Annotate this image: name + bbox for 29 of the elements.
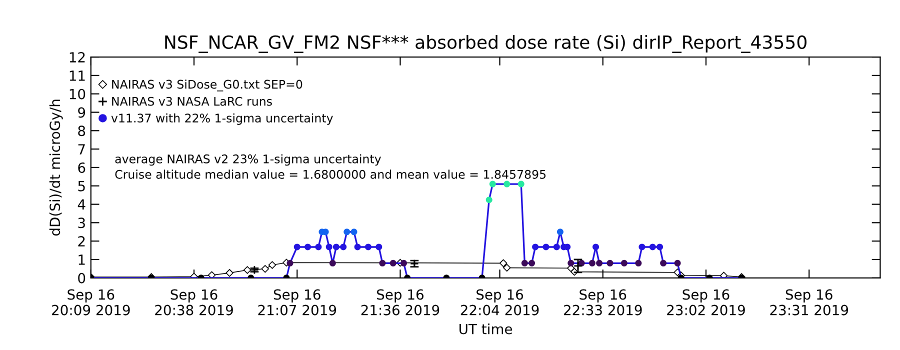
legend-label: NAIRAS v3 NASA LaRC runs	[112, 96, 272, 106]
x-tick-label: Sep 16 20:38 2019	[155, 289, 233, 316]
x-tick-label: Sep 16 23:31 2019	[770, 289, 848, 316]
y-tick-label: 4	[78, 199, 86, 210]
y-tick-label: 3	[78, 218, 85, 228]
legend-label: v11.37 with 22% 1-sigma uncertainty	[111, 113, 333, 125]
x-axis-title: UT time	[460, 324, 512, 334]
y-tick-label: 7	[78, 144, 85, 154]
x-tick-label: Sep 16 20:09 2019	[52, 289, 130, 316]
y-tick-label: 9	[78, 107, 86, 118]
chart-title: NSF_NCAR_GV_FM2 NSF*** absorbed dose rate (Si) dirIP_Report_43550	[165, 34, 806, 53]
x-tick-label: Sep 16 23:02 2019	[667, 289, 745, 316]
legend-label: NAIRAS v3 SiDose_G0.txt SEP=0	[112, 80, 302, 92]
y-tick-label: 0	[78, 272, 86, 284]
x-tick-label: Sep 16 21:36 2019	[361, 289, 440, 316]
y-axis-title: dD(Si)/dt microGy/h	[49, 100, 63, 236]
y-tick-label: 6	[78, 162, 86, 173]
annotation: Cruise altitude median value = 1.6800000 and mean value = 1.8457895	[115, 170, 546, 179]
x-tick-label: Sep 16 22:33 2019	[564, 289, 642, 316]
annotation: average NAIRAS v2 23% 1-sigma uncertainty	[115, 154, 381, 166]
y-tick-label: 5	[78, 181, 85, 192]
y-tick-label: 8	[78, 126, 86, 136]
x-tick-label: Sep 16 22:04 2019	[460, 289, 539, 316]
y-tick-label: 1	[78, 254, 85, 265]
x-tick-label: Sep 16 21:07 2019	[258, 289, 336, 316]
y-tick-label: 12	[70, 52, 85, 62]
y-tick-label: 10	[70, 88, 86, 100]
y-tick-label: 2	[78, 236, 85, 246]
y-tick-label: 11	[70, 70, 85, 81]
